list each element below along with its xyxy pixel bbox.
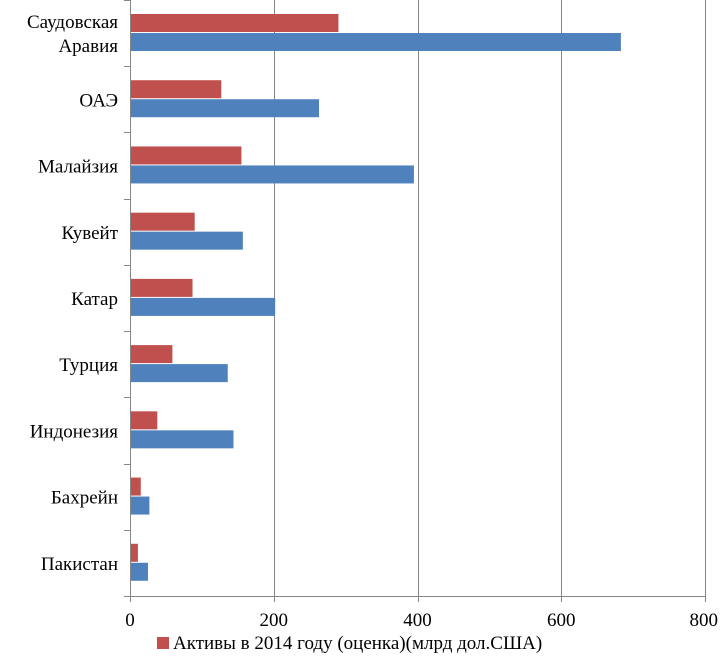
legend-label: Активы в 2014 году (оценка)(млрд дол.США… [173, 633, 542, 654]
bar-blue-3 [130, 231, 243, 250]
category-label: Малайзия [38, 157, 118, 178]
category-label: ОАЭ [79, 90, 118, 111]
bar-blue-4 [130, 297, 276, 316]
category-label: Катар [71, 289, 118, 310]
bar-red-4 [130, 278, 193, 297]
bar-red-8 [130, 543, 138, 562]
category-label: Турция [59, 355, 118, 376]
bar-blue-6 [130, 430, 234, 449]
category-label: Аравия [58, 36, 118, 57]
bar-blue-0 [130, 33, 621, 51]
category-label: Бахрейн [51, 488, 118, 509]
bar-blue-1 [130, 99, 320, 118]
x-tick-label: 800 [690, 610, 719, 631]
category-label: Пакистан [41, 554, 118, 575]
bar-red-6 [130, 411, 158, 430]
x-tick-label: 400 [403, 610, 432, 631]
legend-swatch [157, 637, 169, 649]
bar-red-7 [130, 477, 141, 496]
category-label: Саудовская [27, 12, 118, 33]
bar-red-1 [130, 80, 222, 99]
legend-layer: Активы в 2014 году (оценка)(млрд дол.США… [157, 633, 542, 654]
x-tick-label: 600 [547, 610, 576, 631]
category-label: Кувейт [61, 223, 118, 244]
x-tick-label: 200 [260, 610, 289, 631]
bar-red-3 [130, 212, 195, 231]
bar-red-0 [130, 14, 339, 32]
axis-layer [124, 0, 706, 602]
bars-layer [130, 14, 621, 581]
bar-blue-7 [130, 496, 150, 515]
category-label: Индонезия [30, 421, 119, 442]
bar-blue-2 [130, 165, 414, 184]
x-tick-label: 0 [125, 610, 135, 631]
label-layer: Саудовская Аравия ОАЭ Малайзия Кувейт Катар Ту… [27, 12, 718, 631]
bar-red-5 [130, 345, 173, 364]
bar-blue-8 [130, 562, 148, 581]
bar-red-2 [130, 146, 242, 165]
grid-layer [274, 0, 706, 596]
bar-blue-5 [130, 364, 228, 383]
